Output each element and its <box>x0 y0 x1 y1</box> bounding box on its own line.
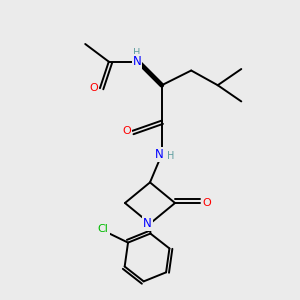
Text: N: N <box>132 55 141 68</box>
Text: O: O <box>122 126 131 136</box>
Text: O: O <box>202 198 211 208</box>
Text: H: H <box>133 48 140 59</box>
Text: Cl: Cl <box>98 224 109 234</box>
Text: N: N <box>155 148 164 161</box>
Text: N: N <box>143 217 152 230</box>
Text: H: H <box>167 151 174 161</box>
Text: O: O <box>89 83 98 93</box>
